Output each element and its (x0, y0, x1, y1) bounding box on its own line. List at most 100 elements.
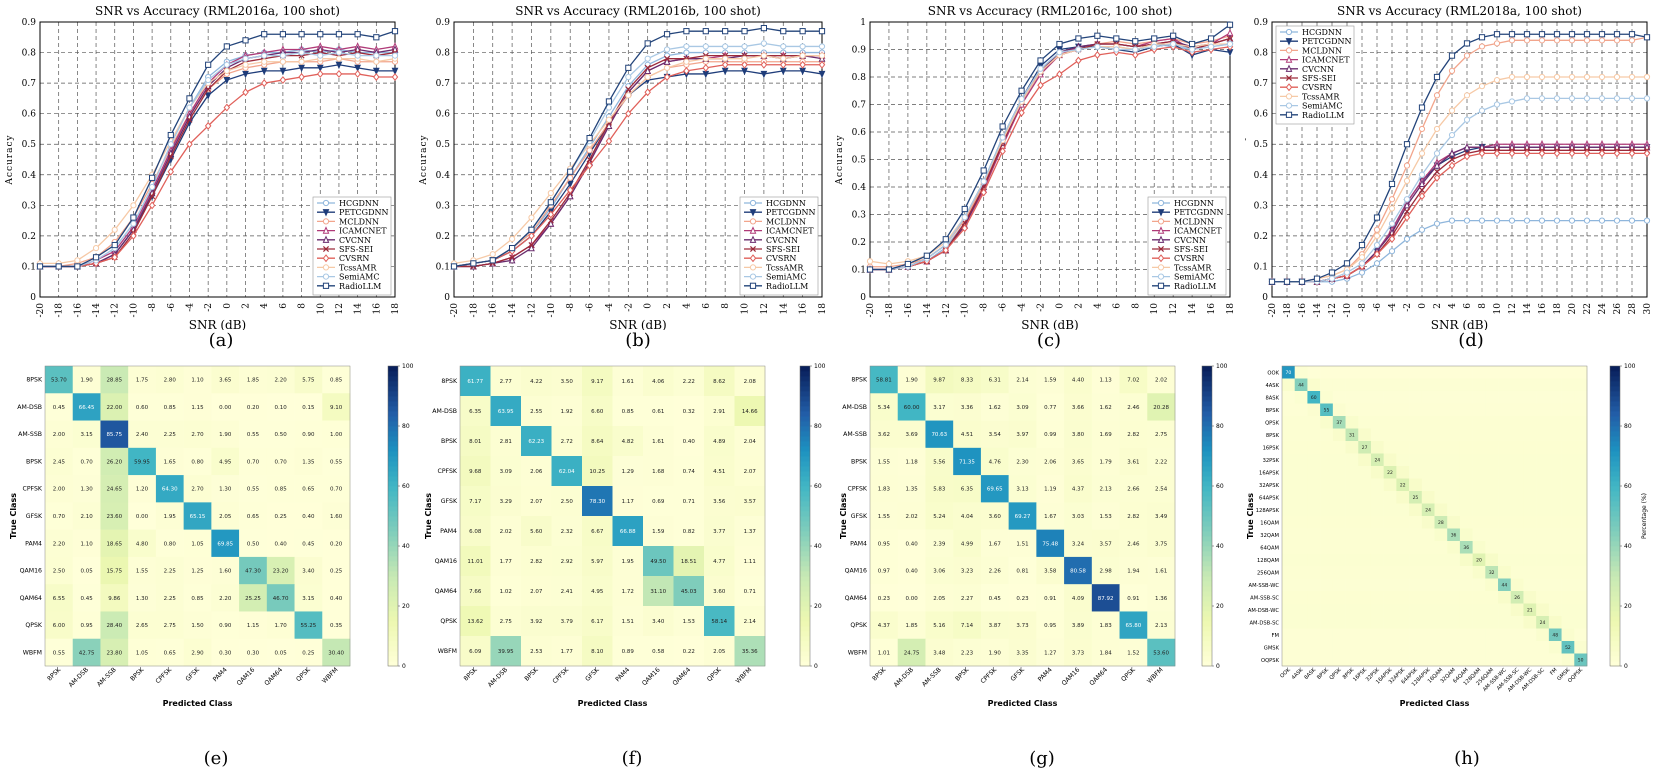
heatmap-cell (1294, 453, 1308, 467)
x-tick-label: -18 (469, 303, 479, 318)
heatmap-cell (1421, 428, 1435, 442)
heatmap-cell (1536, 503, 1550, 517)
colorbar-tick-label: 60 (1216, 483, 1224, 490)
column-label: OQPSK (1567, 667, 1584, 684)
colorbar-segment (800, 586, 810, 592)
data-point (961, 205, 968, 213)
heatmap-cell (460, 576, 491, 607)
colorbar-segment (800, 376, 810, 382)
cell-value: 0.80 (191, 459, 204, 465)
colorbar-frame (799, 365, 811, 667)
cell-value: 3.75 (1155, 541, 1168, 547)
heatmap-cell (1523, 466, 1537, 479)
x-tick-label: -6 (999, 303, 1009, 312)
column-label: QAM16 (236, 666, 257, 687)
heatmap-cell (1282, 641, 1296, 654)
x-tick-label: 16 (1538, 303, 1548, 315)
heatmap-cell (1396, 553, 1410, 567)
heatmap-cell (1548, 403, 1562, 417)
colorbar-segment (1610, 536, 1620, 542)
heatmap-cell (1485, 641, 1499, 654)
cell-value: 0.89 (622, 649, 635, 655)
heatmap-cell (1396, 603, 1410, 617)
cell-value: 14.66 (742, 409, 758, 415)
x-tick-label: 2 (1074, 303, 1084, 309)
heatmap-cell (551, 546, 583, 577)
data-point (586, 161, 593, 170)
heatmap-cell (1307, 491, 1321, 504)
heatmap-cell (1282, 628, 1296, 642)
colorbar-tick-label: 20 (814, 603, 822, 610)
heatmap-cell (1409, 466, 1423, 479)
x-tick-label: 30 (1643, 303, 1653, 315)
heatmap-cell (1498, 441, 1512, 454)
heatmap-cell (582, 486, 613, 517)
data-point (242, 70, 249, 79)
data-point (1418, 192, 1426, 201)
data-point (1583, 31, 1591, 38)
cell-value: 39.95 (498, 649, 514, 655)
cell-value: 22.00 (106, 405, 122, 411)
heatmap-cell (1396, 391, 1410, 404)
heatmap-cell (870, 475, 899, 503)
heatmap-cell (1409, 553, 1423, 567)
heatmap-cell (1485, 628, 1499, 642)
colorbar-label: Percentage (%) (1641, 493, 1648, 539)
data-point (1037, 65, 1044, 72)
heatmap-cell (1574, 466, 1588, 479)
legend-entry: SFS-SEI (766, 245, 800, 254)
heatmap-cell (1574, 653, 1588, 667)
heatmap-cell (980, 529, 1009, 558)
data-point (1478, 217, 1486, 224)
heatmap-cell (1536, 628, 1550, 642)
heatmap-cell (1574, 603, 1588, 617)
heatmap-cell (1358, 441, 1372, 454)
heatmap-cell (1396, 428, 1410, 442)
legend-entry: TcssAMR (1302, 92, 1340, 101)
column-label: GFSK (184, 666, 201, 683)
legend-entry: PETCGDNN (1174, 208, 1223, 217)
series-radiollm (1268, 31, 1651, 285)
column-label: WBFM (321, 666, 340, 685)
heatmap-cell (1008, 366, 1037, 394)
cell-value: 0.45 (80, 596, 93, 602)
y-tick-label: 0.5 (1254, 140, 1269, 150)
data-point (760, 70, 768, 79)
legend-marker (322, 209, 330, 217)
cell-value: 26.20 (106, 459, 122, 465)
heatmap-cell (1548, 566, 1562, 579)
cell-value: 4.77 (713, 559, 726, 565)
x-tick-label: 0 (644, 303, 654, 309)
heatmap-cell (1472, 616, 1486, 629)
heatmap-cell (100, 447, 129, 476)
row-label: 8PSK (1266, 433, 1280, 439)
heatmap-cell (1119, 393, 1148, 421)
heatmap-cell (1459, 578, 1473, 592)
cell-value: 22 (1400, 483, 1406, 489)
heatmap-cell (1358, 453, 1372, 467)
heatmap-cell (1472, 503, 1486, 517)
heatmap-cell (1370, 416, 1384, 429)
colorbar-segment (1202, 531, 1212, 537)
heatmap-cell (1498, 503, 1512, 517)
heatmap-cell (673, 606, 705, 637)
colorbar-segment (1202, 536, 1212, 542)
heatmap-cell (128, 475, 157, 503)
heatmap-cell (1523, 441, 1537, 454)
data-point (1553, 31, 1561, 38)
data-point (625, 109, 632, 118)
data-point (205, 61, 212, 68)
data-point (663, 31, 671, 38)
heatmap-cell (1485, 541, 1499, 554)
heatmap-cell (1434, 428, 1448, 442)
heatmap-cell (72, 638, 101, 667)
cell-value: 2.75 (164, 623, 177, 629)
colorbar-segment (800, 566, 810, 572)
column-label: QPSK (1120, 666, 1137, 683)
heatmap-cell (1320, 416, 1334, 429)
colorbar-segment (388, 446, 398, 452)
x-tick-label: 8 (1478, 303, 1488, 309)
data-point (818, 70, 826, 79)
heatmap-cell (897, 393, 926, 421)
